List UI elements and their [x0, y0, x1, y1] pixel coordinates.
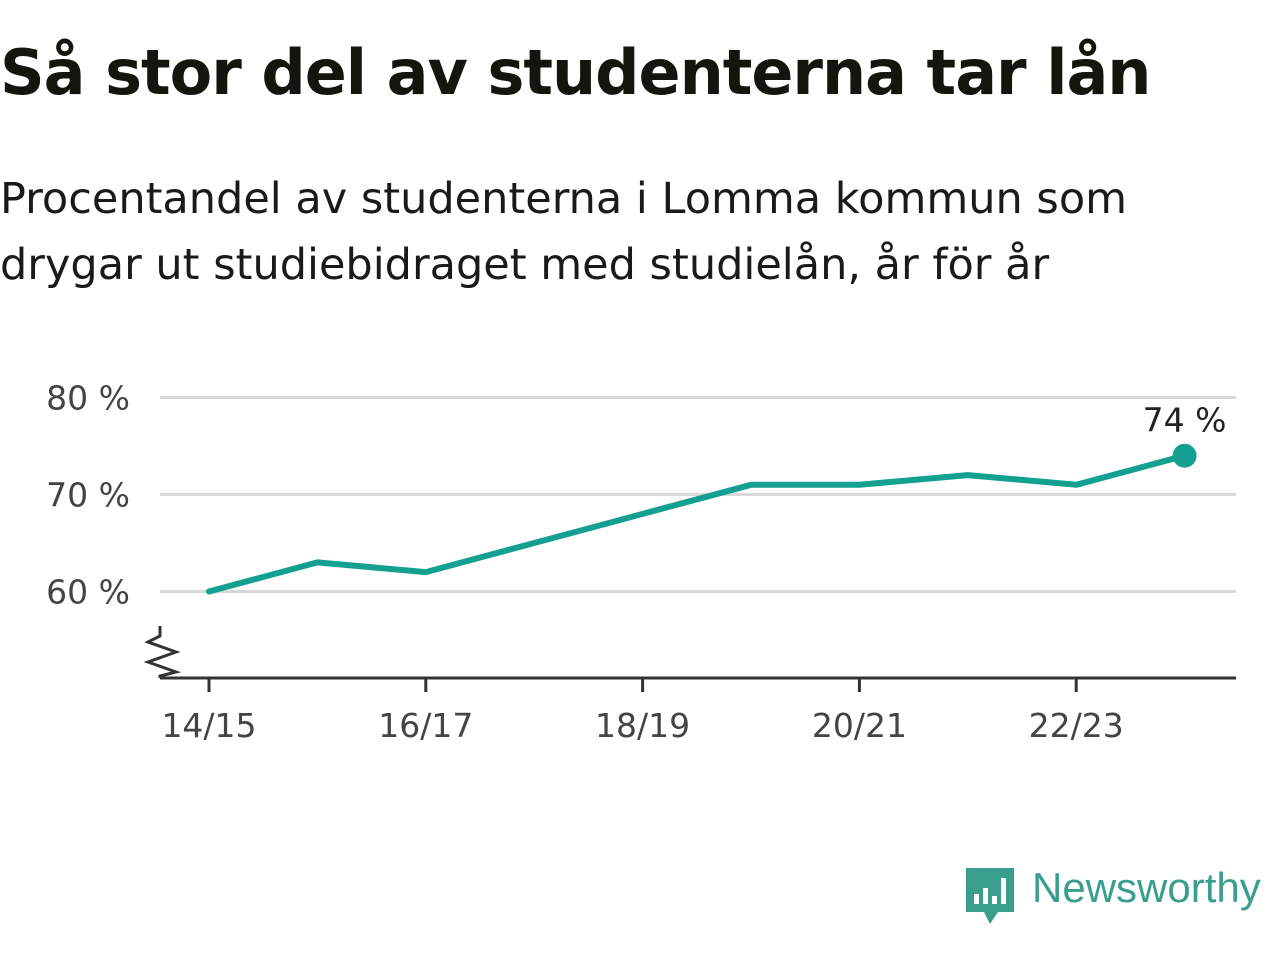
x-tick-label: 22/23 [1029, 706, 1124, 745]
y-tick-label: 70 % [46, 476, 130, 515]
brand-name: Newsworthy [1032, 864, 1261, 911]
newsworthy-logo: Newsworthy [964, 864, 1280, 926]
x-tick-label: 16/17 [378, 706, 473, 745]
gridlines [160, 396, 1236, 593]
y-tick-label: 60 % [46, 573, 130, 612]
end-point [1172, 443, 1197, 468]
x-tick-label: 14/15 [161, 706, 256, 745]
chart-subtitle: Procentandel av studenterna i Lomma komm… [0, 174, 1128, 290]
x-tick-label: 18/19 [595, 706, 690, 745]
series-layer: 74 % [206, 401, 1227, 595]
series-line [206, 452, 1188, 595]
x-tick-label: 20/21 [812, 706, 907, 745]
line-chart: 60 % 70 % 80 % 14/15 16/17 18/19 20/21 22/23 7… [46, 379, 1236, 745]
chart-title: Så stor del av studenterna tar lån [0, 36, 1151, 109]
newsworthy-chart-bubble-icon [966, 868, 1014, 924]
axis-break-icon [143, 626, 182, 678]
end-value-label: 74 % [1143, 401, 1227, 440]
x-axis-labels: 14/15 16/17 18/19 20/21 22/23 [161, 706, 1123, 745]
y-axis-labels: 60 % 70 % 80 % [46, 379, 130, 612]
y-tick-label: 80 % [46, 379, 130, 418]
x-axis [143, 626, 1236, 692]
